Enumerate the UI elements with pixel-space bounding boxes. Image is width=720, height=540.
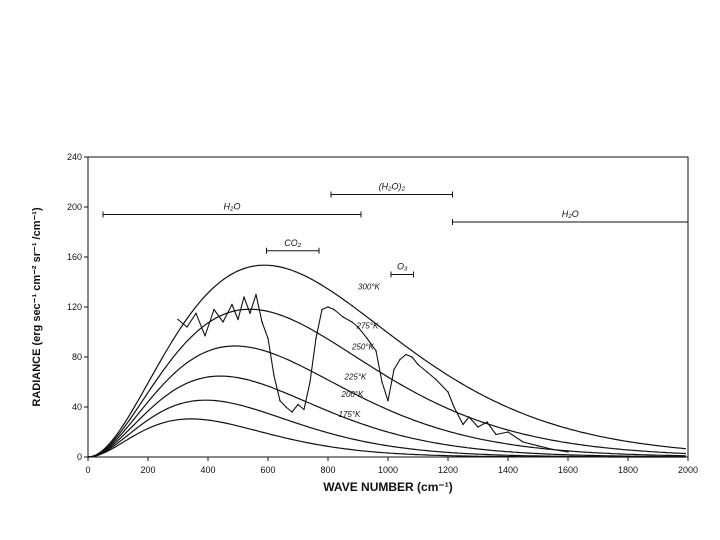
observed-point xyxy=(447,391,449,393)
planck-curves-layer xyxy=(88,264,686,458)
observed-point xyxy=(453,406,455,408)
x-tick-label: 1600 xyxy=(558,465,578,475)
observed-point xyxy=(375,350,377,352)
observed-point xyxy=(255,293,257,296)
observed-point xyxy=(321,308,323,311)
observed-point xyxy=(567,451,569,453)
x-tick-label: 1400 xyxy=(498,465,518,475)
curve-label-200k: 200°K xyxy=(341,390,365,399)
curve-labels-layer: 300°K 275°K 250°K 225°K 200°K 175°K xyxy=(339,283,381,420)
x-tick-label: 800 xyxy=(320,465,335,475)
y-tick-label: 160 xyxy=(67,252,82,262)
observed-point xyxy=(522,441,524,443)
x-tick-label: 400 xyxy=(200,465,215,475)
planck-curve-225k xyxy=(88,375,686,458)
observed-point xyxy=(381,381,383,383)
observed-point xyxy=(333,308,335,311)
curve-label-275k: 275°K xyxy=(356,321,380,330)
observed-point xyxy=(195,312,197,314)
observed-point xyxy=(357,326,359,328)
observed-point xyxy=(297,403,299,406)
observed-point xyxy=(399,358,401,361)
observed-point xyxy=(177,318,179,321)
x-tick-label: 600 xyxy=(260,465,275,475)
observed-point xyxy=(303,408,305,411)
band-label: O₃ xyxy=(397,262,408,272)
observed-point xyxy=(417,363,419,366)
y-axis-ticks: 0 40 80 120 160 200 240 xyxy=(67,152,88,462)
band-label: CO₂ xyxy=(284,238,302,248)
observed-point xyxy=(213,308,215,311)
planck-curve-275k xyxy=(88,308,686,458)
observed-point xyxy=(366,337,368,339)
band-label: (H₂O)₂ xyxy=(379,182,406,192)
observed-point xyxy=(237,318,239,321)
observed-point xyxy=(267,337,269,339)
absorption-bands-layer: H₂O (H₂O)₂ H₂O CO₂ O₃ xyxy=(102,182,689,278)
observed-point xyxy=(351,321,353,323)
observed-point xyxy=(495,433,497,436)
observed-point xyxy=(285,406,287,408)
x-tick-label: 2000 xyxy=(678,465,698,475)
x-axis-title: WAVE NUMBER (cm⁻¹) xyxy=(323,480,452,494)
observed-point xyxy=(243,296,245,298)
observed-point xyxy=(477,426,479,428)
x-tick-label: 200 xyxy=(140,465,155,475)
y-tick-label: 200 xyxy=(67,202,82,212)
observed-point xyxy=(249,312,251,314)
planck-curve-175k xyxy=(88,418,686,458)
observed-point xyxy=(327,306,329,308)
observed-point xyxy=(231,303,233,306)
observed-point xyxy=(393,368,395,371)
observed-point xyxy=(507,431,509,433)
y-tick-label: 40 xyxy=(72,402,82,412)
x-axis-ticks: 0 200 400 600 800 1000 1200 1400 1600 1800 2000 xyxy=(85,457,698,475)
observed-point xyxy=(222,321,224,323)
observed-point xyxy=(279,400,281,402)
x-tick-label: 1800 xyxy=(618,465,638,475)
planck-curve-250k xyxy=(88,345,686,458)
observed-point xyxy=(261,321,263,323)
y-tick-label: 0 xyxy=(77,452,82,462)
band-label: H₂O xyxy=(562,209,579,219)
observed-point xyxy=(309,381,311,383)
x-tick-label: 0 xyxy=(85,465,90,475)
observed-point xyxy=(342,316,344,318)
observed-point xyxy=(537,445,539,447)
observed-point xyxy=(552,448,554,451)
observed-spectrum-line xyxy=(177,293,569,453)
observed-point xyxy=(462,423,464,426)
planck-curve-300k xyxy=(88,264,686,458)
curve-label-225k: 225°K xyxy=(344,373,368,382)
curve-label-175k: 175°K xyxy=(339,410,362,419)
x-tick-label: 1200 xyxy=(438,465,458,475)
x-tick-label: 1000 xyxy=(378,465,398,475)
observed-point xyxy=(435,378,437,381)
y-tick-label: 120 xyxy=(67,302,82,312)
observed-point xyxy=(468,416,470,418)
observed-point xyxy=(315,337,317,339)
y-axis-title: RADIANCE (erg sec⁻¹ cm⁻² sr⁻¹ /cm⁻¹) xyxy=(31,207,43,407)
observed-point xyxy=(204,335,206,337)
y-tick-label: 240 xyxy=(67,152,82,162)
plot-frame xyxy=(87,156,689,458)
y-tick-label: 80 xyxy=(72,352,82,362)
observed-point xyxy=(426,371,428,373)
curve-label-250k: 250°K xyxy=(351,343,375,352)
observed-point xyxy=(411,356,413,358)
observed-point xyxy=(186,326,188,328)
observed-point xyxy=(405,353,407,356)
observed-point xyxy=(387,400,389,402)
observed-point xyxy=(273,375,275,377)
band-label: H₂O xyxy=(224,202,241,212)
observed-spectrum-layer xyxy=(177,293,569,453)
curve-label-300k: 300°K xyxy=(358,283,381,292)
observed-point xyxy=(291,411,293,413)
observed-point xyxy=(486,421,488,423)
